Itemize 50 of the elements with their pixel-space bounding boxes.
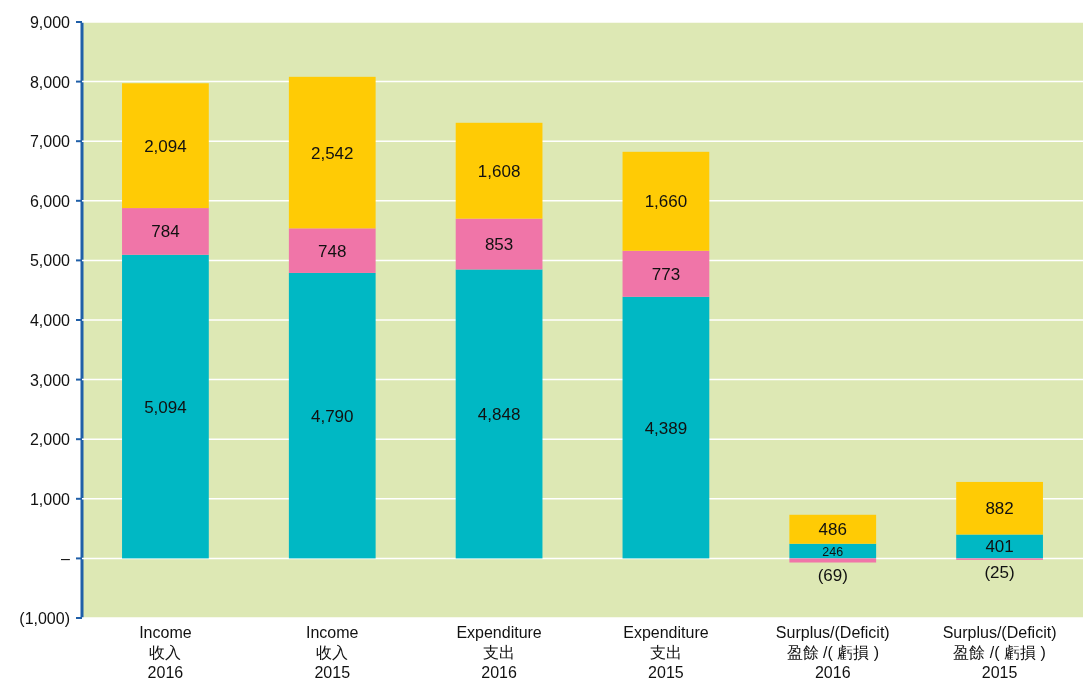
data-label: 4,848: [477, 404, 521, 424]
y-tick-label: 4,000: [29, 312, 71, 329]
y-tick-label: 6,000: [29, 192, 71, 210]
bar: [789, 514, 877, 544]
bar: [789, 558, 877, 563]
data-label: 5,094: [144, 397, 187, 417]
bar: [622, 250, 710, 297]
x-tick-label: Expenditure 支出 2016: [456, 624, 542, 681]
data-label: 748: [318, 241, 347, 261]
bar: [455, 269, 543, 559]
data-label: 2,542: [310, 143, 354, 163]
data-label: 1,608: [477, 161, 521, 181]
bar: [455, 218, 543, 270]
y-tick-label: 7,000: [29, 133, 71, 151]
data-label: (69): [817, 565, 848, 585]
y-tick-label: 8,000: [29, 73, 71, 91]
x-tick-label: Income 收入 2016: [139, 624, 192, 681]
y-tick-label: 5,000: [29, 252, 71, 270]
data-label: 773: [651, 264, 681, 284]
y-tick-label: 9,000: [29, 14, 71, 31]
bar: [288, 272, 376, 559]
y-tick-label: (1,000): [19, 610, 70, 627]
data-label: 853: [484, 235, 514, 255]
x-tick-label: Expenditure 支出 2015: [623, 624, 709, 681]
y-tick-label: 3,000: [29, 371, 71, 389]
data-label: 2,094: [144, 136, 187, 156]
x-tick-label: Surplus/(Deficit) 盈餘 /( 虧損 ) 2015: [942, 624, 1057, 681]
data-label: (25): [984, 562, 1015, 582]
data-label: 401: [985, 537, 1014, 557]
bar: [622, 151, 710, 251]
y-tick-label: –: [61, 550, 71, 568]
data-label: 4,389: [644, 418, 688, 438]
bar: [122, 254, 209, 559]
bar: [122, 208, 209, 255]
data-label: 4,790: [310, 406, 354, 426]
bar: [956, 481, 1043, 535]
x-tick-label: Income 收入 2015: [306, 624, 359, 681]
bar: [288, 76, 376, 229]
data-label: 246: [822, 544, 844, 559]
bar: [455, 122, 543, 219]
x-tick-label: Surplus/(Deficit) 盈餘 /( 虧損 ) 2016: [775, 624, 890, 681]
y-tick-label: 2,000: [29, 431, 71, 449]
data-label: 882: [985, 499, 1014, 519]
bar: [288, 228, 376, 273]
data-label: 784: [151, 222, 180, 242]
bar: [122, 83, 209, 209]
data-label: 1,660: [644, 192, 688, 212]
bar: [622, 296, 710, 559]
data-label: 486: [818, 520, 847, 540]
y-tick-label: 1,000: [29, 490, 71, 508]
